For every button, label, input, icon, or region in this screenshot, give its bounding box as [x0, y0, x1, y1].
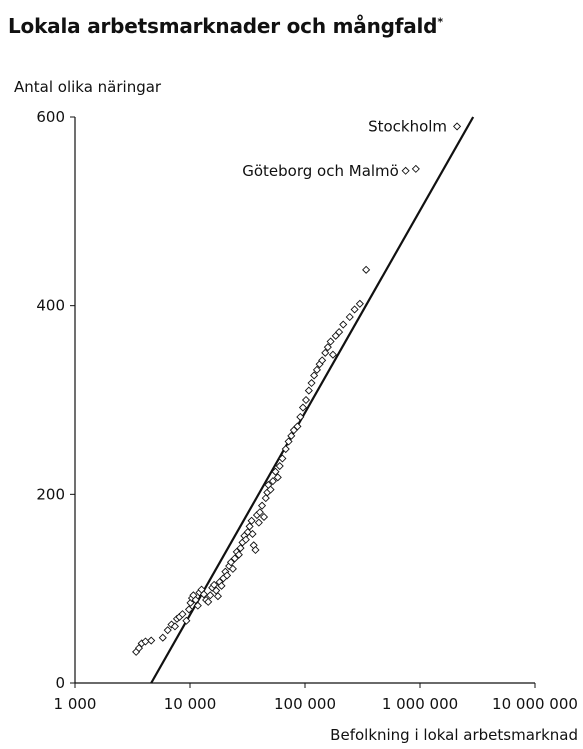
data-point	[259, 512, 269, 522]
data-point	[411, 164, 420, 173]
data-point	[261, 494, 270, 503]
data-point	[296, 412, 305, 422]
chart-title-text: Lokala arbetsmarknader och mångfald	[8, 14, 438, 38]
data-point	[184, 605, 194, 614]
data-point	[266, 485, 275, 494]
data-point	[255, 508, 264, 517]
data-point	[206, 591, 215, 600]
data-point	[281, 445, 290, 454]
x-tick-label: 1 000 000	[382, 695, 458, 713]
data-point	[321, 348, 330, 357]
data-point	[191, 595, 200, 605]
data-point	[210, 580, 219, 589]
axes: 1 000 10 000 100 000 1 000 000 10 000 000 0 20…	[36, 108, 578, 713]
data-point	[271, 467, 280, 476]
data-point	[243, 528, 252, 537]
data-point	[217, 581, 226, 590]
data-point	[236, 544, 245, 553]
x-tick-label: 10 000	[164, 695, 217, 713]
data-point	[248, 529, 257, 538]
data-point	[318, 356, 327, 365]
data-point	[273, 473, 282, 482]
data-point	[170, 622, 179, 631]
data-point	[228, 564, 237, 573]
x-tick-label: 10 000 000	[492, 695, 578, 713]
data-point	[213, 592, 222, 601]
data-point	[350, 305, 359, 314]
data-point	[251, 545, 260, 555]
data-point	[401, 166, 410, 175]
data-point	[298, 403, 307, 412]
data-point	[304, 386, 313, 395]
data-point	[312, 365, 321, 374]
data-point	[199, 590, 208, 599]
data-point	[226, 558, 235, 567]
data-point	[178, 610, 187, 619]
x-tick-label: 100 000	[274, 695, 336, 713]
data-point	[323, 343, 332, 352]
data-point	[234, 550, 243, 559]
data-point	[326, 337, 335, 346]
data-point	[241, 535, 250, 544]
trend-line	[150, 116, 475, 684]
data-point	[268, 477, 277, 486]
data-point	[147, 636, 156, 645]
data-point	[245, 522, 254, 531]
data-point	[310, 371, 319, 380]
data-point	[223, 571, 232, 580]
data-point	[301, 395, 311, 405]
data-point	[275, 461, 284, 471]
data-point	[362, 265, 371, 274]
chart-title-footnote-mark: *	[437, 15, 443, 29]
data-point	[193, 601, 202, 610]
data-point	[453, 122, 462, 131]
data-points	[132, 122, 462, 656]
y-tick-label: 200	[36, 485, 65, 503]
data-point	[163, 626, 172, 635]
y-tick-label: 400	[36, 297, 65, 315]
data-point	[307, 378, 316, 388]
data-point	[182, 616, 191, 625]
data-point	[328, 350, 337, 359]
annotation-label: Stockholm	[368, 117, 447, 135]
data-point	[355, 299, 364, 308]
x-axis-label: Befolkning i lokal arbetsmarknad	[330, 726, 578, 744]
data-point	[158, 633, 167, 642]
data-point	[254, 518, 263, 527]
y-tick-label: 0	[55, 674, 65, 692]
data-point	[278, 454, 287, 463]
x-tick-label: 1 000	[54, 695, 97, 713]
data-point	[204, 597, 213, 606]
data-point	[293, 422, 302, 431]
data-point	[284, 437, 293, 446]
data-point	[339, 320, 348, 329]
data-point	[247, 516, 256, 525]
annotation-label: Göteborg och Malmö	[242, 162, 399, 180]
annotations: Stockholm Göteborg och Malmö	[242, 117, 447, 179]
data-point	[287, 431, 296, 440]
data-point	[257, 501, 267, 510]
data-point	[230, 554, 239, 563]
y-tick-label: 600	[36, 108, 65, 126]
data-point	[335, 328, 344, 337]
chart-title: Lokala arbetsmarknader och mångfald*	[8, 14, 443, 38]
y-axis-label: Antal olika näringar	[14, 78, 162, 96]
data-point	[345, 312, 354, 322]
trend-line-group	[150, 116, 475, 684]
